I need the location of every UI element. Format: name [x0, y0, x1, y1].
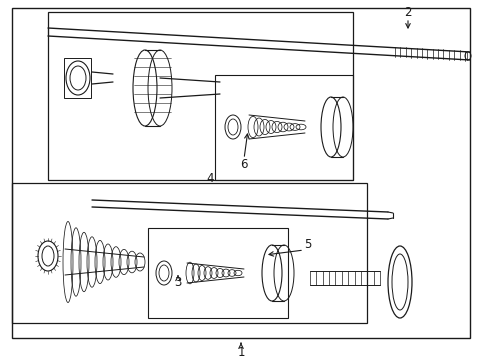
Bar [215, 75, 353, 180]
Text: 6: 6 [240, 158, 248, 171]
Text: 1: 1 [237, 346, 245, 359]
Bar [48, 12, 353, 180]
Bar [148, 228, 288, 318]
Text: 2: 2 [404, 5, 412, 18]
Bar [64, 58, 91, 98]
Text: 3: 3 [174, 275, 182, 288]
Text: 4: 4 [206, 171, 214, 184]
Text: 5: 5 [304, 238, 312, 252]
Bar [12, 183, 367, 323]
